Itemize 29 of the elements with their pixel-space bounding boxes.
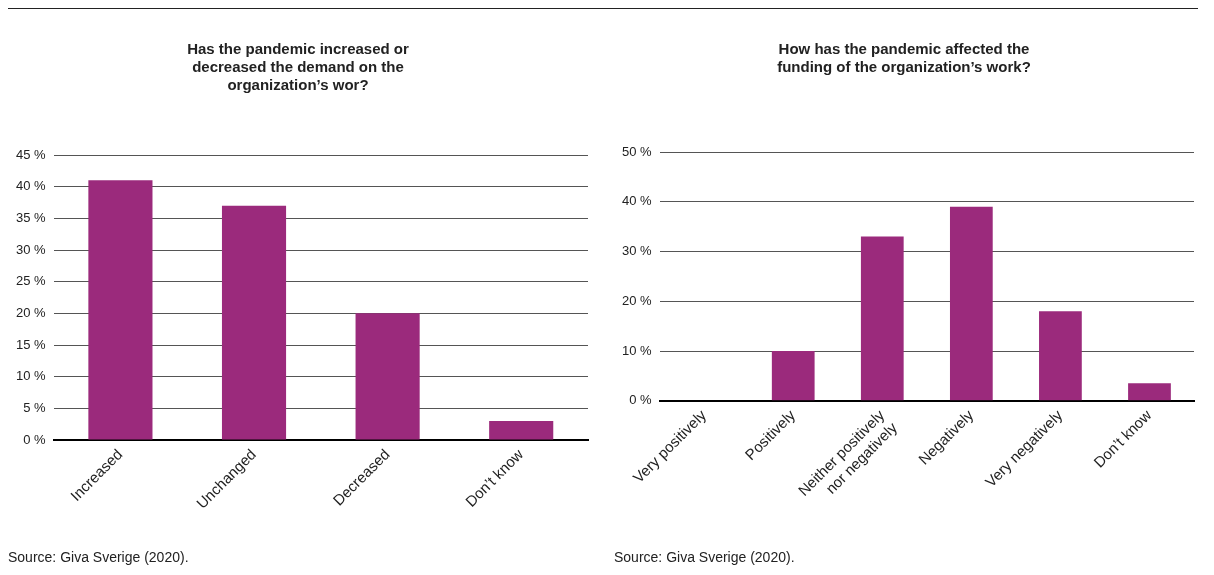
y-tick-label: 45 %	[15, 146, 47, 162]
y-tick-label: 10 %	[621, 342, 653, 358]
y-tick-label: 0 %	[629, 392, 653, 408]
y-tick-label: 15 %	[15, 336, 47, 352]
bar	[949, 206, 993, 401]
y-tick-label: 40 %	[621, 193, 653, 209]
y-tick-label: 25 %	[15, 273, 47, 289]
bar	[355, 313, 420, 440]
bar	[88, 180, 153, 440]
y-tick-label: 20 %	[15, 304, 47, 320]
y-tick-label: 20 %	[621, 292, 653, 308]
y-tick-label: 35 %	[15, 209, 47, 225]
source-note: Source: Giva Sverige (2020).	[8, 549, 190, 565]
bar	[1039, 311, 1082, 401]
chart-title: How has the pandemic affected the funding of the organization’s work?	[777, 40, 1031, 76]
y-tick-label: 30 %	[15, 241, 47, 257]
bar	[221, 205, 287, 440]
bar	[860, 236, 904, 401]
y-tick-label: 50 %	[621, 143, 653, 159]
bar	[771, 351, 815, 401]
bar	[489, 421, 554, 440]
y-tick-label: 10 %	[15, 368, 47, 384]
chart-title: Has the pandemic increased or decreased the demand on the organization’s wor?	[187, 40, 410, 94]
bar	[1128, 383, 1171, 401]
y-tick-label: 30 %	[621, 243, 653, 259]
y-tick-label: 0 %	[23, 431, 47, 447]
y-tick-label: 5 %	[23, 399, 47, 415]
y-tick-label: 40 %	[15, 178, 47, 194]
source-note: Source: Giva Sverige (2020).	[614, 549, 796, 565]
